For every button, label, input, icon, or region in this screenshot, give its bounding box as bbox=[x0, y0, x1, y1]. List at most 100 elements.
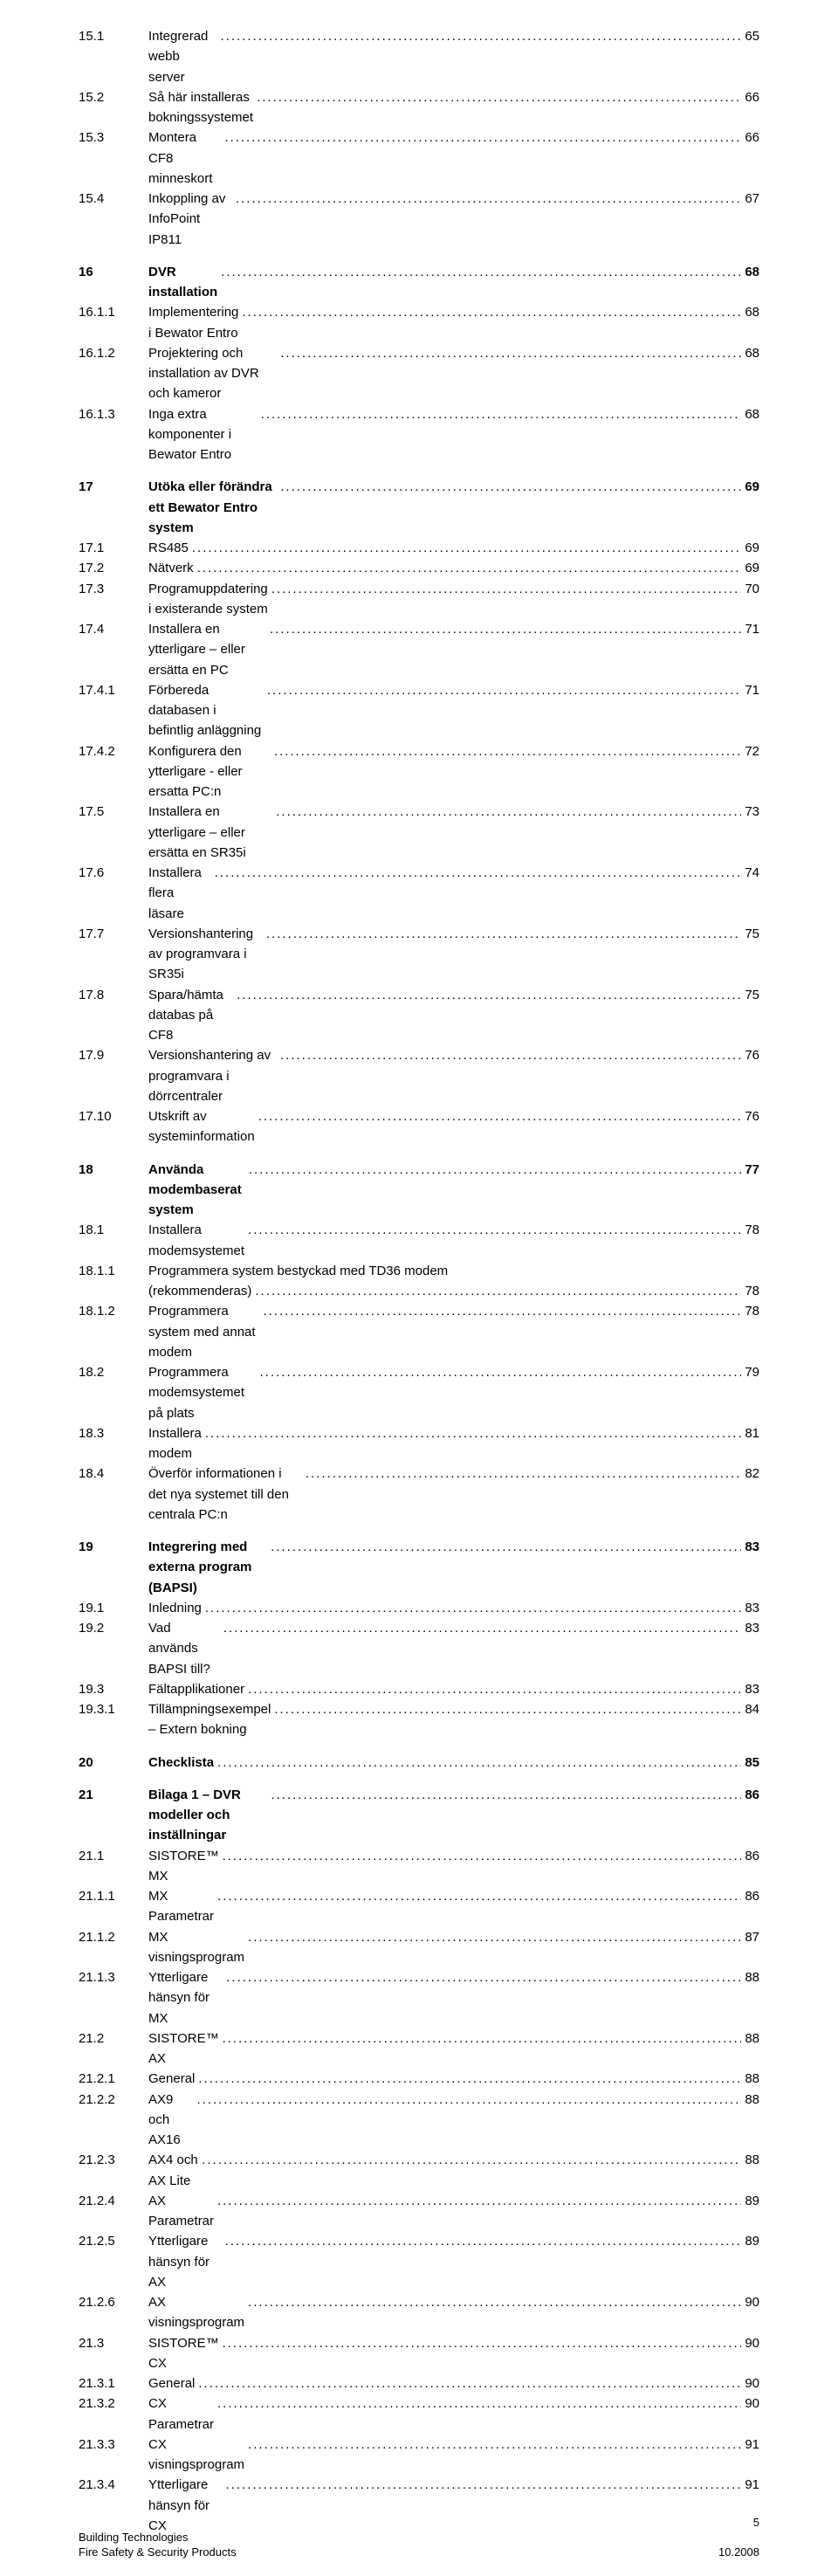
toc-entry-page: 83 bbox=[741, 1679, 759, 1699]
toc-heading-entry: 17Utöka eller förändra ett Bewator Entro… bbox=[79, 477, 759, 538]
toc-entry-number: 17.8 bbox=[79, 985, 148, 1005]
toc-entry: 17.5Installera en ytterligare – eller er… bbox=[79, 802, 759, 863]
toc-entry-text: Installera flera läsare bbox=[148, 863, 215, 924]
toc-leader-dots bbox=[205, 1598, 741, 1618]
toc-entry-text: Utskrift av systeminformation bbox=[148, 1106, 258, 1147]
toc-entry-page: 68 bbox=[741, 262, 759, 282]
toc-entry-text: Checklista bbox=[148, 1753, 217, 1773]
toc-entry-text: Implementering i Bewator Entro bbox=[148, 302, 242, 343]
toc-section-group: 19Integrering med externa program (BAPSI… bbox=[79, 1537, 759, 1740]
toc-entry: 21.1.3Ytterligare hänsyn för MX88 bbox=[79, 1967, 759, 2028]
toc-entry-number: 17.7 bbox=[79, 924, 148, 944]
toc-entry-text: Installera en ytterligare – eller ersätt… bbox=[148, 802, 276, 863]
toc-entry: 19.3Fältapplikationer83 bbox=[79, 1679, 759, 1699]
toc-section-group: 18Använda modembaserat system7718.1Insta… bbox=[79, 1160, 759, 1526]
toc-entry: 18.3Installera modem81 bbox=[79, 1423, 759, 1464]
toc-entry-text: Montera CF8 minneskort bbox=[148, 127, 224, 189]
toc-entry: 17.8Spara/hämta databas på CF875 bbox=[79, 985, 759, 1046]
toc-leader-dots bbox=[215, 863, 742, 883]
footer-division: Fire Safety & Security Products bbox=[79, 2545, 237, 2559]
toc-entry-page: 70 bbox=[741, 579, 759, 599]
toc-entry-page: 89 bbox=[741, 2231, 759, 2251]
toc-entry-page: 76 bbox=[741, 1045, 759, 1065]
toc-entry-number: 21 bbox=[79, 1785, 148, 1805]
toc-entry-text: Projektering och installation av DVR och… bbox=[148, 343, 280, 404]
toc-entry-page: 66 bbox=[741, 87, 759, 107]
toc-section-group: 15.1Integrerad webb server6515.2Så här i… bbox=[79, 26, 759, 250]
toc-section-group: 16DVR installation6816.1.1Implementering… bbox=[79, 262, 759, 465]
toc-leader-dots bbox=[223, 1846, 742, 1866]
toc-entry: 16.1.3Inga extra komponenter i Bewator E… bbox=[79, 404, 759, 465]
toc-leader-dots bbox=[267, 680, 741, 700]
toc-leader-dots bbox=[198, 2069, 741, 2089]
toc-entry-number: 18 bbox=[79, 1160, 148, 1180]
toc-entry-number: 17.3 bbox=[79, 579, 148, 599]
toc-leader-dots bbox=[306, 1464, 741, 1484]
toc-entry-page: 88 bbox=[741, 2090, 759, 2110]
toc-entry-text: MX visningsprogram bbox=[148, 1927, 248, 1968]
toc-entry-page: 77 bbox=[741, 1160, 759, 1180]
footer-date: 10.2008 bbox=[718, 2545, 759, 2559]
toc-entry: 17.3Programuppdatering i existerande sys… bbox=[79, 579, 759, 620]
toc-leader-dots bbox=[248, 1220, 741, 1240]
toc-entry-text: General bbox=[148, 2373, 198, 2393]
page: 15.1Integrerad webb server6515.2Så här i… bbox=[0, 0, 838, 2576]
toc-entry-text: Konfigurera den ytterligare - eller ersa… bbox=[148, 741, 274, 802]
toc-entry-page: 91 bbox=[741, 2435, 759, 2455]
toc-leader-dots bbox=[237, 985, 741, 1005]
toc-entry-text: RS485 bbox=[148, 538, 192, 558]
toc-entry-page: 90 bbox=[741, 2393, 759, 2414]
toc-entry-page: 81 bbox=[741, 1423, 759, 1443]
toc-entry-number: 18.1 bbox=[79, 1220, 148, 1240]
toc-entry-number: 19 bbox=[79, 1537, 148, 1557]
toc-leader-dots bbox=[198, 2373, 741, 2393]
toc-entry-page: 78 bbox=[741, 1281, 759, 1301]
toc-entry-text: Nätverk bbox=[148, 558, 197, 578]
toc-entry: 21.3.2CX Parametrar 90 bbox=[79, 2393, 759, 2435]
toc-entry-number: 17.4.1 bbox=[79, 680, 148, 700]
toc-leader-dots bbox=[217, 1886, 741, 1906]
footer-top-row: 5 bbox=[79, 2516, 759, 2529]
toc-entry-page: 75 bbox=[741, 924, 759, 944]
toc-entry-page: 65 bbox=[741, 26, 759, 46]
toc-leader-dots bbox=[258, 1106, 742, 1126]
toc-entry-number: 17.2 bbox=[79, 558, 148, 578]
toc-entry: 21.3.3CX visningsprogram91 bbox=[79, 2435, 759, 2476]
toc-leader-dots bbox=[271, 1785, 741, 1805]
toc-leader-dots bbox=[197, 2090, 742, 2110]
toc-leader-dots bbox=[255, 1281, 741, 1301]
toc-entry: 17.1RS48569 bbox=[79, 538, 759, 558]
toc-entry-number: 21.2.3 bbox=[79, 2150, 148, 2170]
toc-entry-number: 21.3.2 bbox=[79, 2393, 148, 2414]
footer-line1-row: Building Technologies bbox=[79, 2531, 759, 2544]
toc-entry-number: 21.1.3 bbox=[79, 1967, 148, 1987]
toc-entry-number: 21.2.4 bbox=[79, 2191, 148, 2211]
toc-entry-text: MX Parametrar bbox=[148, 1886, 217, 1927]
toc-entry-text: SISTORE™ CX bbox=[148, 2333, 223, 2374]
toc-entry: 17.9Versionshantering av programvara i d… bbox=[79, 1045, 759, 1106]
toc-entry-text: Fältapplikationer bbox=[148, 1679, 248, 1699]
toc-entry-number: 21.2.2 bbox=[79, 2090, 148, 2110]
toc-leader-dots bbox=[263, 1301, 741, 1321]
toc-entry-number: 19.3.1 bbox=[79, 1699, 148, 1719]
toc-leader-dots bbox=[274, 1699, 741, 1719]
toc-leader-dots bbox=[248, 1927, 741, 1947]
toc-entry-text: CX Parametrar bbox=[148, 2393, 217, 2435]
toc-entry: 21.2.3AX4 och AX Lite88 bbox=[79, 2150, 759, 2191]
toc-entry-text: Ytterligare hänsyn för AX bbox=[148, 2231, 225, 2292]
toc-leader-dots bbox=[202, 2150, 741, 2170]
toc-leader-dots bbox=[217, 1753, 741, 1773]
toc-entry-page: 86 bbox=[741, 1846, 759, 1866]
toc-entry-text: DVR installation bbox=[148, 262, 221, 303]
toc-entry-number: 17.4 bbox=[79, 619, 148, 639]
toc-leader-dots bbox=[280, 343, 741, 363]
footer-page-number: 5 bbox=[753, 2516, 759, 2529]
toc-entry-page: 87 bbox=[741, 1927, 759, 1947]
toc-leader-dots bbox=[197, 558, 742, 578]
toc-entry-number: 21.2.6 bbox=[79, 2292, 148, 2312]
toc-entry-number: 20 bbox=[79, 1753, 148, 1773]
toc-entry-page: 69 bbox=[741, 558, 759, 578]
toc-leader-dots bbox=[271, 1537, 741, 1557]
toc-leader-dots bbox=[257, 87, 741, 107]
toc-entry-page: 71 bbox=[741, 680, 759, 700]
